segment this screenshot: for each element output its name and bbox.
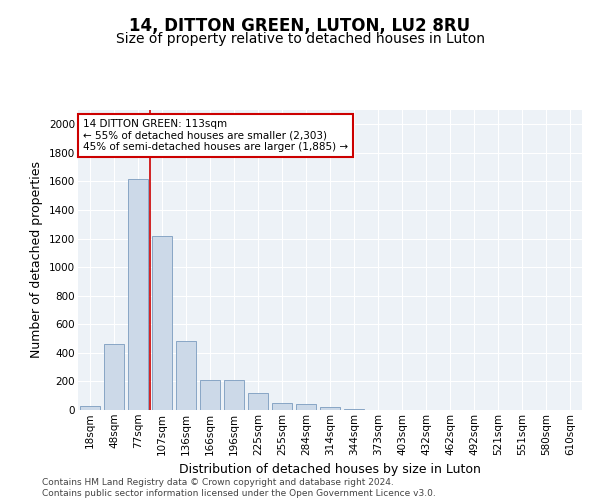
Text: 14 DITTON GREEN: 113sqm
← 55% of detached houses are smaller (2,303)
45% of semi: 14 DITTON GREEN: 113sqm ← 55% of detache… (83, 119, 348, 152)
Bar (104, 344, 124, 410)
Bar (200, 380, 220, 410)
Bar (80, 406, 100, 410)
Text: Contains HM Land Registry data © Crown copyright and database right 2024.
Contai: Contains HM Land Registry data © Crown c… (42, 478, 436, 498)
Bar (296, 404, 316, 410)
Y-axis label: Number of detached properties: Number of detached properties (31, 162, 43, 358)
Text: 14, DITTON GREEN, LUTON, LU2 8RU: 14, DITTON GREEN, LUTON, LU2 8RU (130, 18, 470, 36)
Bar (128, 178, 148, 410)
Text: Size of property relative to detached houses in Luton: Size of property relative to detached ho… (115, 32, 485, 46)
Bar (224, 380, 244, 410)
Bar (344, 408, 364, 410)
Bar (152, 236, 172, 410)
Bar (248, 393, 268, 410)
Bar (176, 342, 196, 410)
Bar (272, 403, 292, 410)
Bar (320, 407, 340, 410)
X-axis label: Distribution of detached houses by size in Luton: Distribution of detached houses by size … (179, 463, 481, 476)
